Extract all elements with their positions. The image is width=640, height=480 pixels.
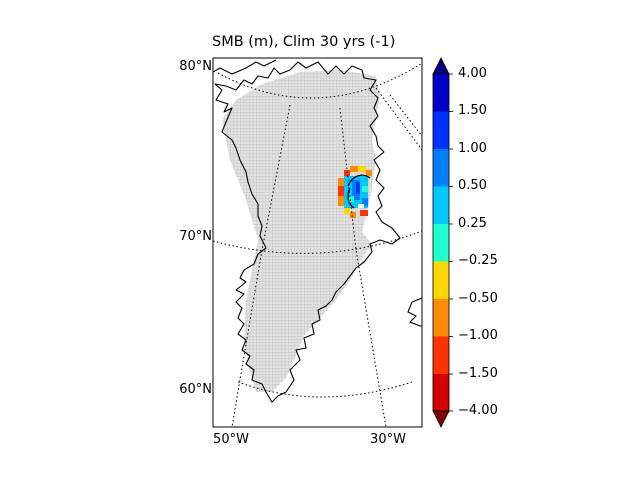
ellesmere-coast xyxy=(213,59,277,75)
colorbar-extend-bottom xyxy=(432,410,450,428)
colorbar-tick-marks xyxy=(449,73,453,412)
colorbar-seg-9 xyxy=(433,374,449,411)
lat-label-60: 60°N xyxy=(179,382,212,397)
colorbar-seg-4 xyxy=(433,186,449,224)
colorbar-tick-label: −4.00 xyxy=(458,403,498,418)
colorbar-tick-label: 1.50 xyxy=(458,103,487,118)
colorbar-seg-1 xyxy=(433,74,449,112)
graticule xyxy=(213,62,422,427)
colorbar-tick-label: −0.50 xyxy=(458,291,498,306)
greenland-ice-grid xyxy=(222,70,380,392)
colorbar-seg-8 xyxy=(433,336,449,374)
colorbar-seg-2 xyxy=(433,111,449,149)
lon-label-50w: 50°W xyxy=(213,432,249,447)
map-frame xyxy=(212,57,423,428)
colorbar-seg-7 xyxy=(433,299,449,337)
colorbar-tick-label: −1.50 xyxy=(458,366,498,381)
colorbar-seg-6 xyxy=(433,261,449,299)
smb-anomaly-field xyxy=(338,166,372,218)
colorbar-tick-label: 0.25 xyxy=(458,216,487,231)
colorbar-seg-3 xyxy=(433,149,449,187)
colorbar-tick-label: 0.50 xyxy=(458,178,487,193)
iceland-coast xyxy=(407,297,422,327)
lat-label-80: 80°N xyxy=(179,59,212,74)
colorbar-extend-top xyxy=(432,57,450,75)
colorbar xyxy=(432,57,453,428)
colorbar-seg-5 xyxy=(433,224,449,262)
colorbar-tick-label: 1.00 xyxy=(458,141,487,156)
map-panel xyxy=(213,59,422,427)
lon-label-30w: 30°W xyxy=(370,432,406,447)
coastline xyxy=(214,61,401,403)
colorbar-tick-label: −0.25 xyxy=(458,253,498,268)
lat-label-70: 70°N xyxy=(179,229,212,244)
colorbar-tick-label: 4.00 xyxy=(458,66,487,81)
chart-title: SMB (m), Clim 30 yrs (-1) xyxy=(212,34,396,50)
colorbar-frame xyxy=(432,73,450,412)
colorbar-tick-label: −1.00 xyxy=(458,328,498,343)
